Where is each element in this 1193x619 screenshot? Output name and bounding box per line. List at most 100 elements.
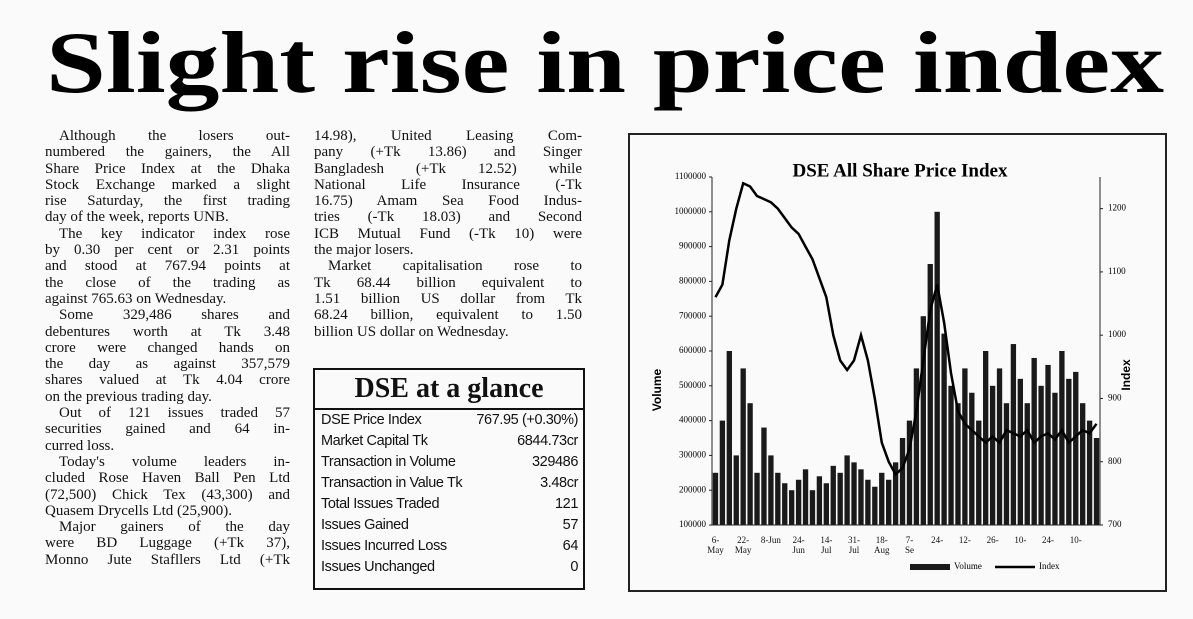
volume-bar bbox=[844, 455, 850, 525]
volume-bar bbox=[782, 483, 788, 525]
table-row: Issues Incurred Loss 64 bbox=[315, 536, 583, 557]
text-line: Today's volume leaders in- bbox=[59, 453, 290, 470]
volume-bar bbox=[1073, 371, 1079, 525]
volume-bar bbox=[879, 472, 885, 525]
text-line: the day as against 357,579 bbox=[45, 356, 290, 373]
x-tick-label: 7- Se bbox=[904, 535, 914, 555]
volume-bar bbox=[872, 486, 878, 525]
row-value: 3.48cr bbox=[540, 475, 578, 491]
row-label: DSE Price Index bbox=[321, 412, 422, 428]
volume-bar bbox=[858, 469, 864, 525]
chart-title: DSE All Share Price Index bbox=[793, 160, 1008, 181]
volume-bar bbox=[955, 403, 961, 525]
x-tick-label: 22- May bbox=[734, 535, 752, 555]
text-line: and stood at 767.94 points at bbox=[45, 258, 290, 275]
text-line: curred loss. bbox=[45, 437, 115, 454]
text-line: Monno Jute Stafllers Ltd (+Tk bbox=[45, 551, 290, 568]
x-tick-label: 6- May bbox=[707, 535, 724, 555]
chart-svg: DSE All Share Price Index Volume Index 1… bbox=[650, 160, 1133, 571]
row-value: 57 bbox=[562, 517, 579, 533]
text-line: 68.24 billion, equivalent to 1.50 bbox=[314, 307, 582, 324]
volume-bar bbox=[962, 368, 968, 525]
y-tick-label: 600000 bbox=[679, 345, 707, 355]
text-line: National Life Insurance (-Tk bbox=[314, 176, 582, 193]
volume-bar bbox=[754, 472, 760, 525]
row-label: Market Capital Tk bbox=[321, 433, 428, 449]
text-line: shares valued at Tk 4.04 crore bbox=[45, 372, 290, 389]
text-line: rise Saturday, the first trading bbox=[45, 193, 290, 210]
volume-bar bbox=[802, 469, 809, 525]
y2-tick-label: 1100 bbox=[1108, 266, 1126, 276]
y2-tick-label: 1000 bbox=[1108, 329, 1127, 339]
volume-bar bbox=[851, 462, 857, 525]
text-line: Market capitalisation rose to bbox=[328, 258, 582, 275]
volume-bar bbox=[983, 351, 989, 525]
y-tick-label: 100000 bbox=[679, 519, 707, 529]
table-row: Issues Unchanged 0 bbox=[315, 557, 583, 578]
volume-bar bbox=[1017, 378, 1023, 525]
legend-swatch bbox=[910, 564, 950, 570]
legend-label: Index bbox=[1039, 561, 1060, 571]
headline-area: Slight rise in price index bbox=[46, 15, 1164, 112]
row-label: Transaction in Volume bbox=[321, 454, 456, 470]
volume-bar bbox=[1066, 378, 1072, 525]
text-line: securities gained and 64 in- bbox=[45, 421, 290, 438]
table-row: Transaction in Value Tk 3.48cr bbox=[315, 473, 583, 494]
text-line: against 765.63 on Wednesday. bbox=[45, 290, 227, 307]
volume-bar bbox=[809, 490, 816, 525]
y-tick-label: 300000 bbox=[679, 449, 707, 459]
volume-bar bbox=[761, 427, 767, 525]
volume-bar bbox=[830, 465, 836, 525]
table-row: Market Capital Tk 6844.73cr bbox=[315, 431, 583, 452]
text-line: Some 329,486 shares and bbox=[59, 307, 290, 324]
table-row: Transaction in Volume 329486 bbox=[315, 452, 583, 473]
volume-bar bbox=[1093, 438, 1100, 525]
text-line: on the previous trading day. bbox=[45, 388, 212, 405]
volume-bar bbox=[989, 385, 996, 525]
volume-bar bbox=[1052, 392, 1058, 525]
volume-bar bbox=[719, 420, 726, 525]
text-line: Quasem Drycells Ltd (25,900). bbox=[45, 502, 233, 519]
volume-bar bbox=[1086, 420, 1093, 525]
volume-bar bbox=[1045, 364, 1051, 525]
y2-tick-label: 700 bbox=[1108, 519, 1122, 529]
row-value: 329486 bbox=[532, 454, 578, 470]
volume-bar bbox=[816, 476, 823, 525]
volume-bar bbox=[712, 472, 719, 525]
x-tick-label: 8-Jun bbox=[760, 535, 781, 545]
text-line: 1.51 billion US dollar from Tk bbox=[314, 290, 582, 307]
volume-bar bbox=[913, 368, 920, 525]
volume-bar bbox=[823, 483, 829, 525]
text-line: Tk 68.44 billion equivalent to bbox=[314, 274, 582, 291]
text-line: pany (+Tk 13.86) and Singer bbox=[314, 144, 582, 161]
chart: DSE All Share Price Index Volume Index 1… bbox=[628, 133, 1167, 592]
text-line: tries (-Tk 18.03) and Second bbox=[314, 209, 582, 226]
row-label: Issues Unchanged bbox=[321, 559, 435, 575]
y-tick-label: 700000 bbox=[679, 310, 707, 320]
row-value: 121 bbox=[555, 496, 578, 512]
text-line: billion US dollar on Wednesday. bbox=[314, 323, 509, 340]
text-line: Stock Exchange marked a slight bbox=[45, 176, 290, 193]
text-line: ICB Mutual Fund (-Tk 10) were bbox=[314, 225, 582, 242]
text-line: The key indicator index rose bbox=[59, 225, 290, 242]
volume-bar bbox=[906, 420, 913, 525]
volume-bar bbox=[775, 472, 781, 525]
table-row: Total Issues Traded 121 bbox=[315, 494, 583, 515]
volume-bar bbox=[1080, 403, 1086, 525]
y-tick-label: 900000 bbox=[679, 241, 707, 251]
text-line: Share Price Index at the Dhaka bbox=[45, 160, 290, 177]
text-line: numbered the gainers, the All bbox=[45, 144, 290, 161]
text-line: 14.98), United Leasing Com- bbox=[314, 128, 582, 144]
x-tick-label: 31- Jul bbox=[848, 535, 861, 555]
y-tick-label: 400000 bbox=[679, 415, 707, 425]
volume-bar bbox=[886, 479, 892, 525]
volume-bar bbox=[920, 316, 926, 525]
legend-label: Volume bbox=[954, 561, 982, 571]
article-column: 14.98), United Leasing Com-pany (+Tk 13.… bbox=[314, 128, 582, 340]
row-value: 767.95 (+0.30%) bbox=[476, 412, 578, 428]
glance-table: DSE at a glance DSE Price Index 767.95 (+… bbox=[313, 368, 585, 590]
text-line: Major gainers of the day bbox=[59, 519, 290, 536]
y-tick-label: 1000000 bbox=[675, 206, 707, 216]
text-line: were BD Luggage (+Tk 37), bbox=[45, 535, 290, 552]
y2-tick-label: 900 bbox=[1108, 393, 1122, 403]
